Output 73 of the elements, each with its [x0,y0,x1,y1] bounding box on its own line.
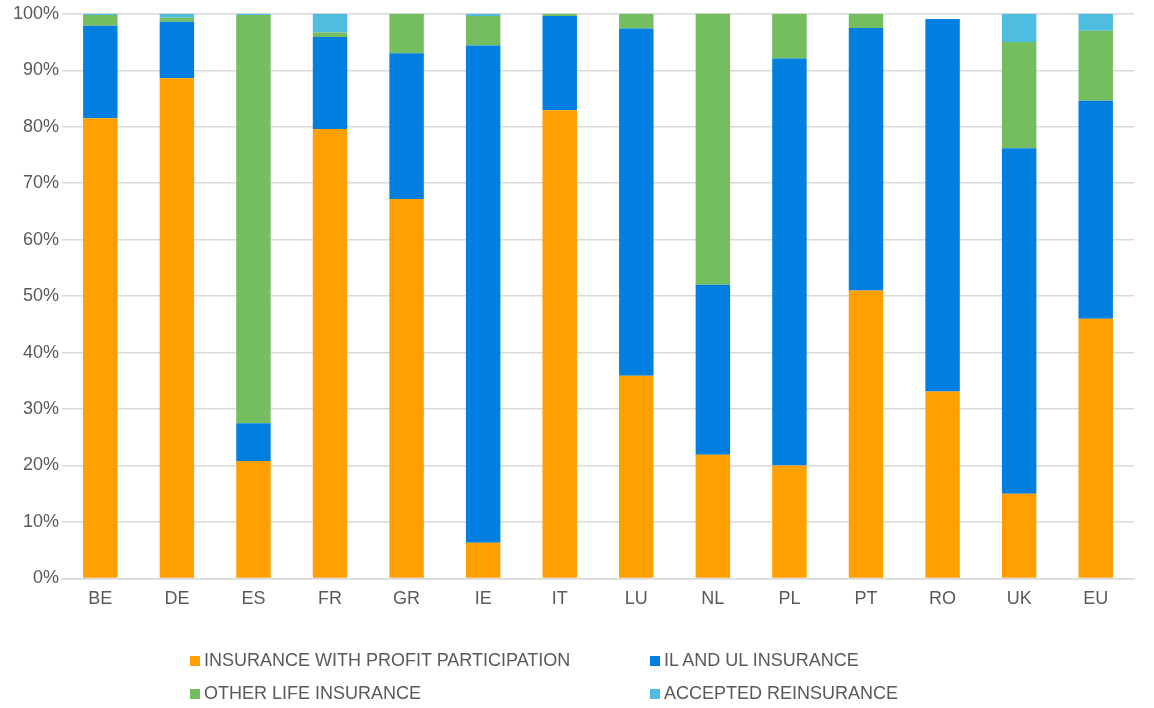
bar [542,110,577,578]
x-tick-label: DE [164,588,190,609]
y-tick-label: 20% [23,454,60,475]
bar [312,13,348,33]
bar [848,27,884,291]
bar [159,78,195,578]
x-tick-label: IE [474,588,492,609]
bar [389,198,424,578]
y-tick-label: 90% [23,59,60,80]
y-tick-label: 60% [23,228,60,249]
bar [465,16,501,46]
bar [159,17,195,22]
bar [1078,30,1113,101]
bar [236,423,271,461]
bar [159,13,195,18]
x-tick-label: PT [854,588,878,609]
bar [159,21,195,79]
legend-label: OTHER LIFE INSURANCE [204,683,422,704]
y-tick-label: 50% [23,285,60,306]
legend-label: IL AND UL INSURANCE [664,650,859,671]
bar [695,13,731,285]
bar [312,32,348,37]
legend-label: INSURANCE WITH PROFIT PARTICIPATION [204,650,571,671]
bar [619,28,654,376]
y-tick-label: 10% [23,510,60,531]
bar [1001,148,1037,494]
bar [1078,318,1113,578]
bar [1001,42,1037,149]
bar [619,13,654,29]
x-tick-label: IT [551,588,568,609]
bar [1078,100,1113,319]
bar [1001,493,1037,578]
x-tick-label: ES [241,588,266,609]
bar [542,16,577,111]
bar [465,45,501,543]
bar [83,14,118,26]
bar [695,454,731,578]
bar [312,36,348,129]
y-tick-label: 80% [23,115,60,136]
bar [772,58,807,466]
bar [1078,13,1113,31]
bar [236,14,271,424]
bar [1001,13,1037,43]
bar [848,290,884,578]
y-tick-label: 30% [23,397,60,418]
bar [312,128,348,578]
bar [389,53,424,199]
bar [83,25,118,119]
x-tick-label: GR [393,588,421,609]
x-tick-label: EU [1083,588,1109,609]
y-tick-label: 40% [23,341,60,362]
x-tick-label: FR [318,588,343,609]
x-tick-label: PL [778,588,801,609]
x-tick-label: RO [929,588,957,609]
x-tick-label: LU [624,588,648,609]
bar [83,118,118,578]
x-tick-label: NL [701,588,725,609]
bar [389,13,424,54]
bar [772,13,807,59]
bar [848,13,884,28]
y-tick-label: 0% [33,567,60,588]
bar [619,375,654,578]
bar [236,460,271,578]
bar [465,542,501,578]
x-tick-label: UK [1006,588,1032,609]
y-tick-label: 100% [12,2,60,23]
bar [925,391,960,578]
legend-label: ACCEPTED REINSURANCE [664,683,899,704]
y-tick-label: 70% [23,172,60,193]
bar [695,284,731,455]
bar [925,18,960,392]
x-tick-label: BE [88,588,113,609]
bar [772,465,807,578]
